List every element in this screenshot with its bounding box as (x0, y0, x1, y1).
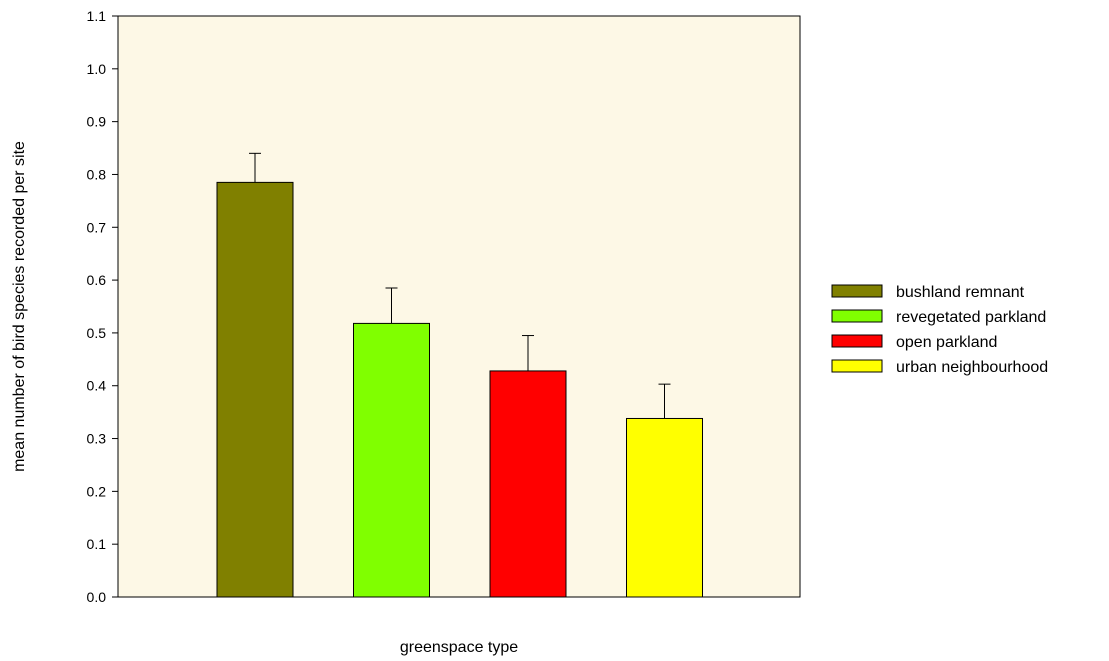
legend-label-3: open parkland (896, 334, 997, 351)
y-tick-label: 0.8 (87, 166, 107, 182)
y-axis-label: mean number of bird species recorded per… (11, 141, 28, 472)
y-tick-label: 0.3 (87, 431, 107, 447)
bar-4 (626, 417, 703, 598)
y-tick-label: 0.7 (87, 219, 107, 235)
y-tick-label: 0.6 (87, 272, 107, 288)
y-tick-label: 0.5 (87, 325, 107, 341)
legend-label-4: urban neighbourhood (896, 359, 1048, 376)
bar-2 (353, 322, 430, 598)
y-tick-label: 1.0 (87, 61, 107, 77)
legend-swatch-2 (831, 309, 883, 323)
y-tick-label: 0.0 (87, 589, 107, 605)
y-tick-label: 0.4 (87, 378, 107, 394)
x-axis-label: greenspace type (400, 639, 518, 656)
legend-label-1: bushland remnant (896, 284, 1025, 301)
legend-label-2: revegetated parkland (896, 309, 1046, 326)
legend-swatch-3 (831, 334, 883, 348)
y-tick-label: 0.2 (87, 483, 107, 499)
y-tick-label: 1.1 (87, 8, 107, 24)
legend: bushland remnant revegetated parkland open… (831, 284, 1048, 376)
y-tick-label: 0.9 (87, 114, 107, 130)
plot-frame (117, 15, 801, 598)
legend-swatch-1 (831, 284, 883, 298)
bar-1 (216, 181, 294, 598)
legend-swatch-4 (831, 359, 883, 373)
bar-3 (489, 370, 567, 598)
y-tick-label: 0.1 (87, 536, 107, 552)
